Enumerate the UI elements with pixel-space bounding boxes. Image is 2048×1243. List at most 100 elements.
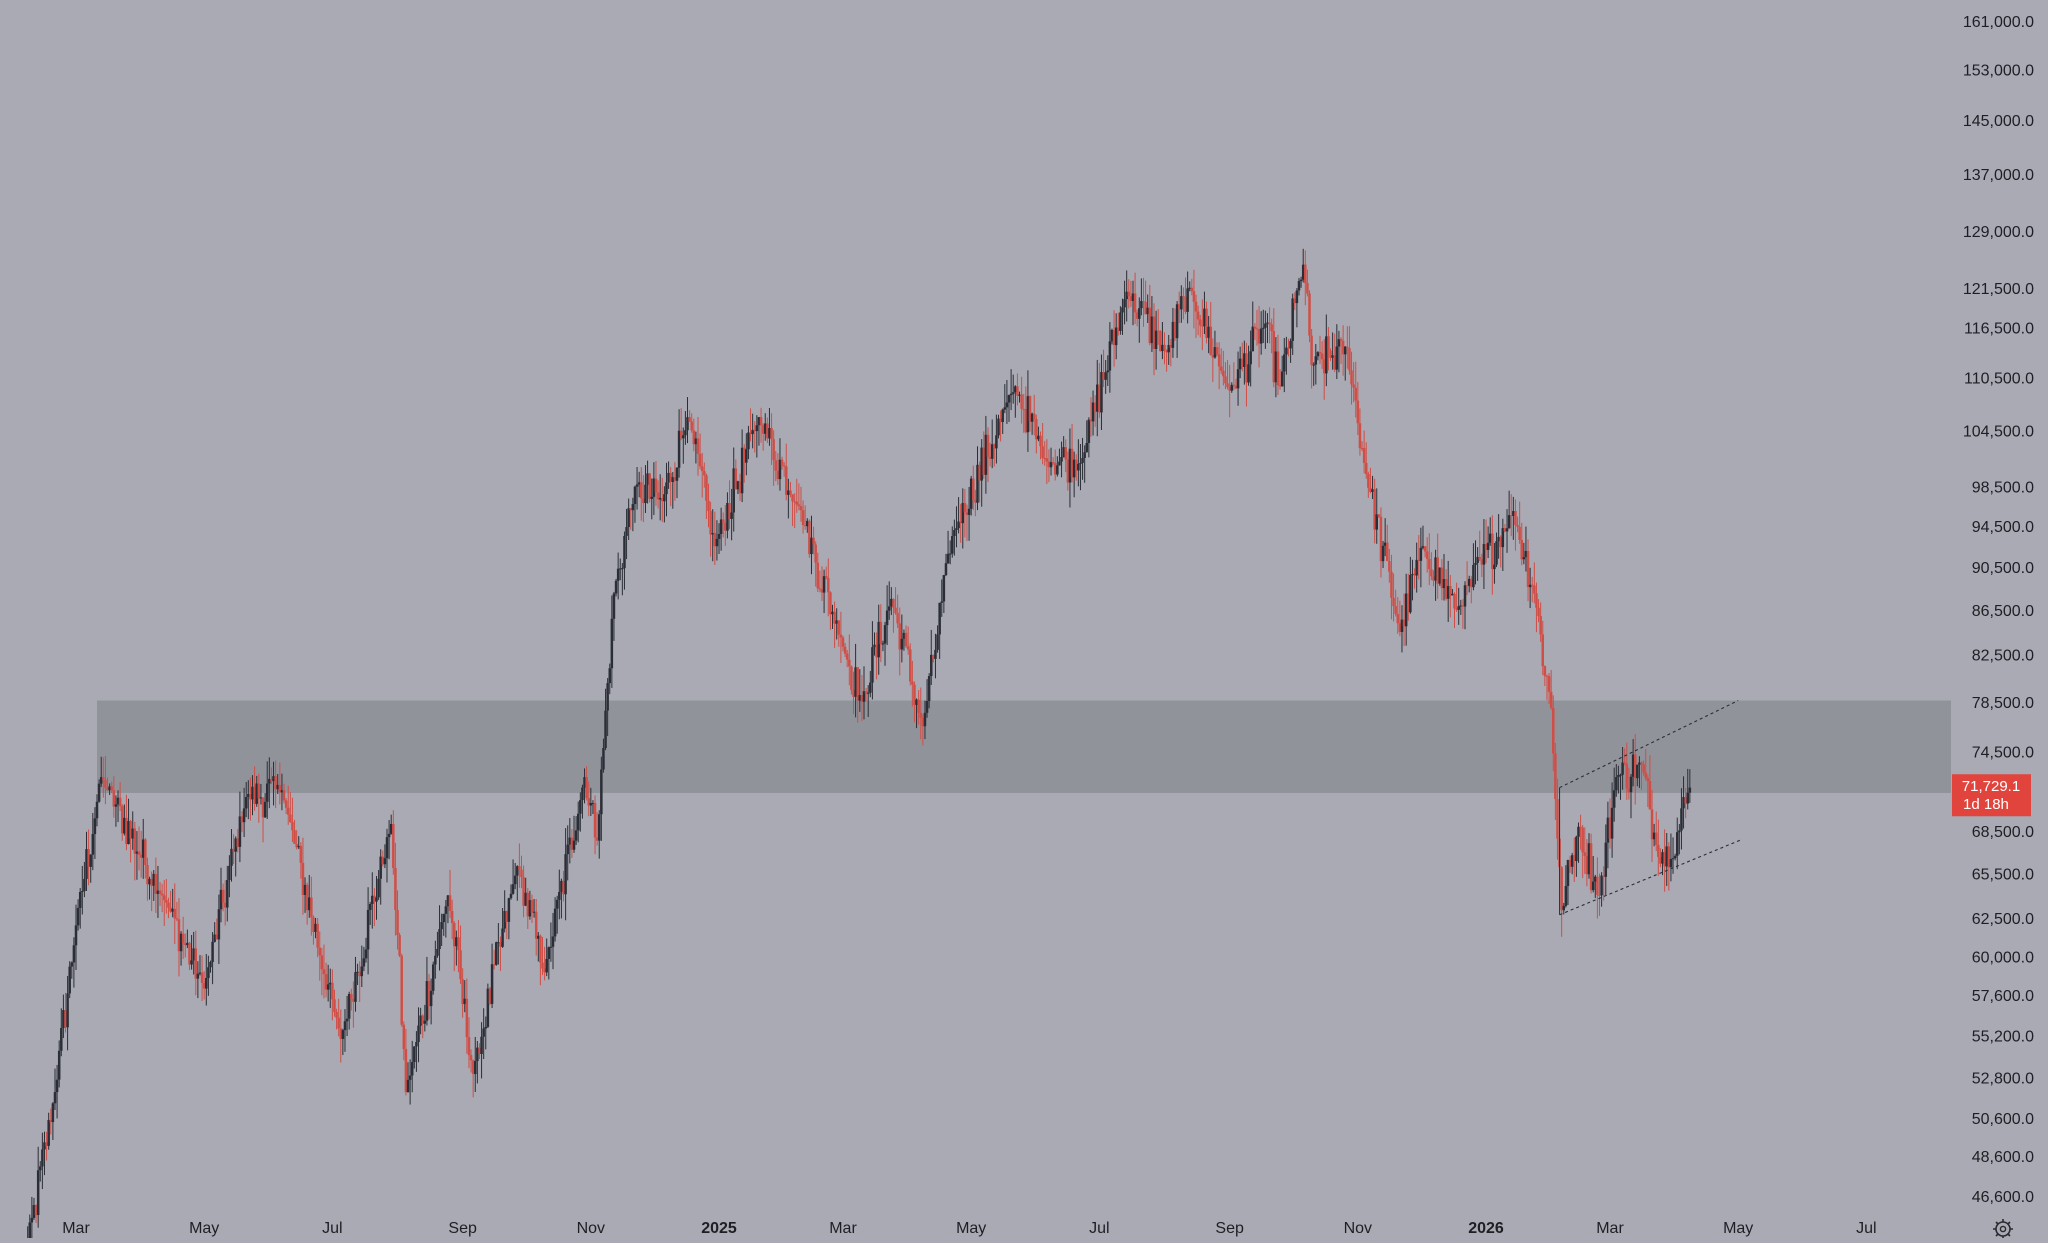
candle xyxy=(1402,593,1406,647)
candle xyxy=(1400,605,1404,653)
candle-body xyxy=(1543,666,1547,676)
candle-body xyxy=(1514,511,1517,526)
resistance-zone[interactable] xyxy=(97,700,1951,793)
candle-body xyxy=(940,601,944,603)
candle xyxy=(1331,332,1334,370)
price-tick-label: 68,500.0 xyxy=(1972,824,2034,841)
candle xyxy=(457,920,460,973)
candle xyxy=(91,812,95,871)
candle xyxy=(268,757,271,809)
candle xyxy=(1491,515,1494,595)
candle xyxy=(1455,582,1458,612)
candle-body xyxy=(198,972,202,974)
candle xyxy=(644,465,647,513)
candle-body xyxy=(1060,457,1063,462)
candle xyxy=(144,838,147,879)
candle xyxy=(1537,599,1540,623)
candle xyxy=(1026,370,1030,452)
candle-body xyxy=(345,1018,349,1022)
candle xyxy=(429,978,433,1025)
candle xyxy=(1039,431,1042,460)
candle xyxy=(1133,272,1137,325)
candle xyxy=(1140,278,1143,316)
candle-body xyxy=(1512,511,1515,516)
candle-body xyxy=(51,1103,55,1123)
candle xyxy=(64,992,67,1033)
candle xyxy=(1117,312,1120,336)
candle-body xyxy=(883,625,887,644)
candle-body xyxy=(747,432,750,450)
candle xyxy=(1005,379,1009,424)
candle xyxy=(1654,811,1658,852)
candle xyxy=(1272,308,1276,388)
candle xyxy=(1467,575,1471,593)
channel-lower-line[interactable] xyxy=(1559,838,1743,916)
candle-body xyxy=(289,814,292,822)
candle xyxy=(503,890,506,933)
candle xyxy=(1419,527,1423,588)
candle xyxy=(1112,310,1116,367)
price-axis[interactable]: 161,000.0153,000.0145,000.0137,000.0129,… xyxy=(1963,14,2034,1206)
candle xyxy=(1394,589,1397,617)
candle xyxy=(148,876,151,900)
candle-body xyxy=(967,508,971,515)
candle xyxy=(1509,494,1513,537)
candle-body xyxy=(1554,753,1557,800)
candle-body xyxy=(362,958,366,967)
time-axis[interactable]: Mar May Jul Sep Nov 2025 Mar May Jul Sep Nov 2026 Ma… xyxy=(62,1220,1876,1237)
candle-body xyxy=(268,778,271,784)
candle-body xyxy=(1615,777,1618,791)
candle xyxy=(1217,342,1221,390)
candle xyxy=(387,820,391,860)
candle-body xyxy=(551,936,555,947)
candle-body xyxy=(560,880,563,892)
candle xyxy=(375,876,378,920)
candle xyxy=(982,431,986,479)
candle-body xyxy=(228,865,231,880)
candle-body xyxy=(64,1010,67,1028)
candle-body xyxy=(1415,559,1418,576)
candle-body xyxy=(354,972,357,1002)
candle xyxy=(959,504,962,543)
candle-body xyxy=(499,942,502,947)
candle-body xyxy=(543,968,546,973)
candle-body xyxy=(1528,584,1532,588)
candle xyxy=(1547,673,1551,704)
candle xyxy=(1146,294,1149,324)
candle-body xyxy=(1215,347,1219,355)
candle xyxy=(350,988,353,1011)
candle xyxy=(1070,423,1074,483)
candle-body xyxy=(1232,384,1236,386)
candle xyxy=(869,670,872,698)
candle xyxy=(484,1016,488,1050)
candle xyxy=(167,897,170,919)
candle xyxy=(1188,281,1191,292)
candle xyxy=(139,830,143,878)
candle xyxy=(352,981,355,1028)
candle-body xyxy=(675,467,679,481)
candle xyxy=(917,690,920,725)
candle-body xyxy=(232,848,235,852)
candle xyxy=(488,986,492,1005)
candle-body xyxy=(1526,550,1530,588)
candle-body xyxy=(1188,287,1191,289)
settings-icon[interactable] xyxy=(1993,1219,2013,1239)
candle-body xyxy=(581,787,584,801)
candle xyxy=(471,1059,475,1098)
candle xyxy=(810,515,813,575)
candle-body xyxy=(969,478,973,509)
candle xyxy=(55,1064,59,1119)
candle xyxy=(190,934,193,970)
candle xyxy=(1390,554,1393,620)
candle xyxy=(1028,395,1032,432)
candle xyxy=(661,477,664,523)
candle-body xyxy=(1280,371,1284,387)
candle-body xyxy=(1482,543,1486,565)
candle-body xyxy=(995,435,998,449)
candle-body xyxy=(1640,762,1643,765)
candle xyxy=(1358,408,1362,456)
candle-body xyxy=(1329,350,1332,358)
candle xyxy=(1554,742,1557,821)
